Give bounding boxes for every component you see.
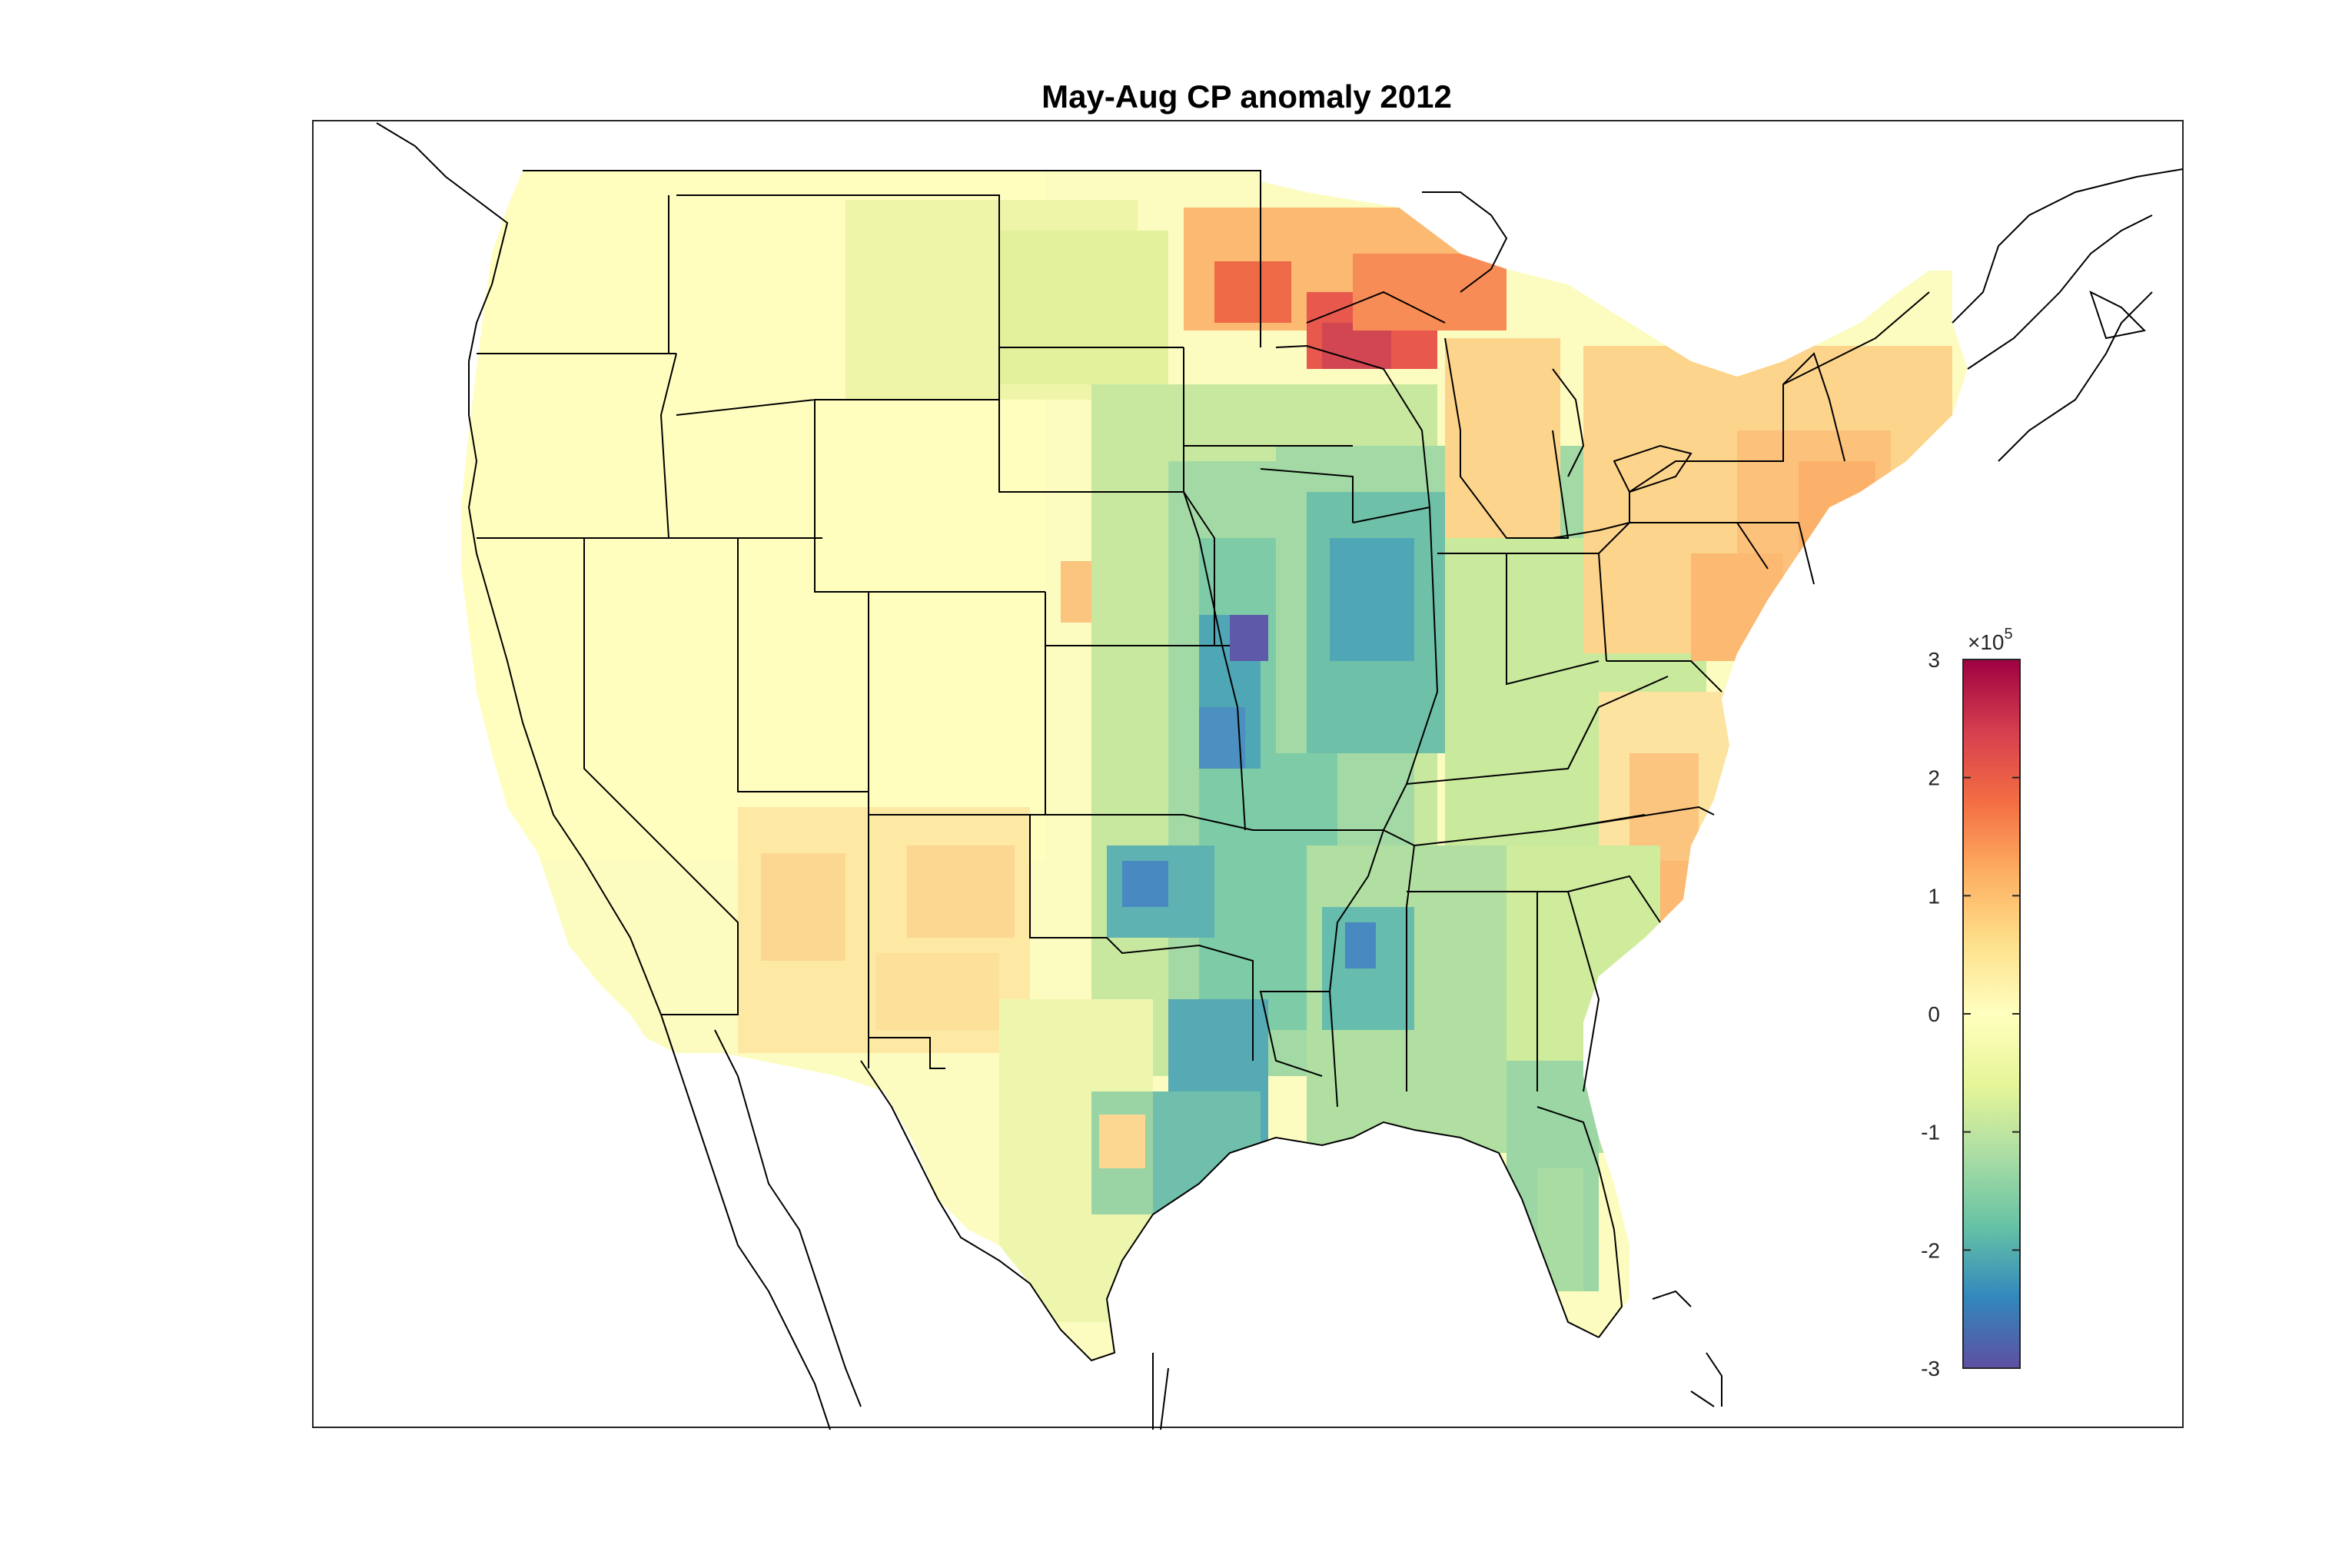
colorbar-tick-label: 2: [1928, 766, 1940, 790]
colorbar-tick-label: 3: [1928, 648, 1940, 672]
colorbar-multiplier: ×105: [1968, 626, 2013, 654]
figure-title: May-Aug CP anomaly 2012: [1041, 78, 1452, 115]
colorbar-multiplier-exponent: 5: [2005, 626, 2013, 643]
colorbar-tick-label: 0: [1928, 1002, 1940, 1026]
coastlines: [376, 122, 2184, 1430]
colorbar-gradient: [1962, 659, 2021, 1369]
colorbar-tick-label: -2: [1921, 1238, 1940, 1262]
colorbar-tick-label: -3: [1921, 1357, 1940, 1380]
colorbar-tick-label: -1: [1921, 1121, 1940, 1144]
colorbar: 3 2 1 0 -1 -2 -3 ×105: [1921, 626, 2021, 1380]
colorbar-ticks: 3 2 1 0 -1 -2 -3: [1921, 648, 2020, 1380]
colorbar-tick-label: 1: [1928, 884, 1940, 908]
state-boundaries: [477, 170, 1930, 1338]
